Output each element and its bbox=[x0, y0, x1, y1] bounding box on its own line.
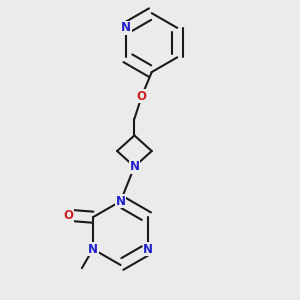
Text: N: N bbox=[143, 243, 153, 256]
Text: N: N bbox=[121, 21, 131, 34]
Text: O: O bbox=[63, 209, 74, 222]
Text: N: N bbox=[129, 160, 140, 173]
Text: O: O bbox=[137, 90, 147, 103]
Text: N: N bbox=[88, 243, 98, 256]
Text: N: N bbox=[116, 195, 126, 208]
